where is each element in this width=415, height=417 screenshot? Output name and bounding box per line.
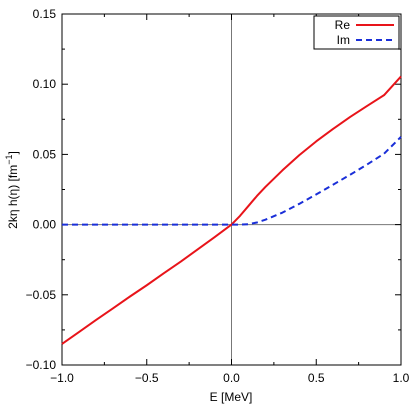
series-line-re	[61, 75, 402, 345]
x-axis-label: E [MeV]	[210, 390, 253, 404]
legend-label-im: Im	[337, 33, 350, 47]
legend-label-re: Re	[335, 18, 351, 32]
y-tick-label: −0.05	[26, 288, 57, 302]
y-axis-label: 2kη h(η) [fm−1]	[4, 151, 20, 229]
y-tick-label: 0.00	[33, 218, 57, 232]
x-tick-label: 0.5	[308, 371, 325, 385]
x-tick-labels: −1.0 −0.5 0.0 0.5 1.0	[50, 371, 410, 385]
zero-lines	[62, 14, 401, 365]
y-tick-label: 0.15	[33, 7, 57, 21]
y-tick-label: −0.10	[26, 358, 57, 372]
x-tick-label: −0.5	[135, 371, 159, 385]
x-tick-label: −1.0	[50, 371, 74, 385]
y-tick-labels: −0.10 −0.05 0.00 0.05 0.10 0.15	[26, 7, 57, 372]
series-lines	[61, 75, 402, 345]
y-tick-label: 0.05	[33, 147, 57, 161]
series-line-im	[62, 136, 402, 226]
x-tick-label: 1.0	[393, 371, 410, 385]
y-tick-label: 0.10	[33, 77, 57, 91]
y-axis-label-end: ]	[6, 151, 20, 154]
y-axis-label-superscript: −1	[4, 155, 14, 165]
x-tick-label: 0.0	[223, 371, 240, 385]
y-axis-label-main: 2kη h(η) [fm	[6, 165, 20, 229]
legend-box	[313, 15, 400, 50]
